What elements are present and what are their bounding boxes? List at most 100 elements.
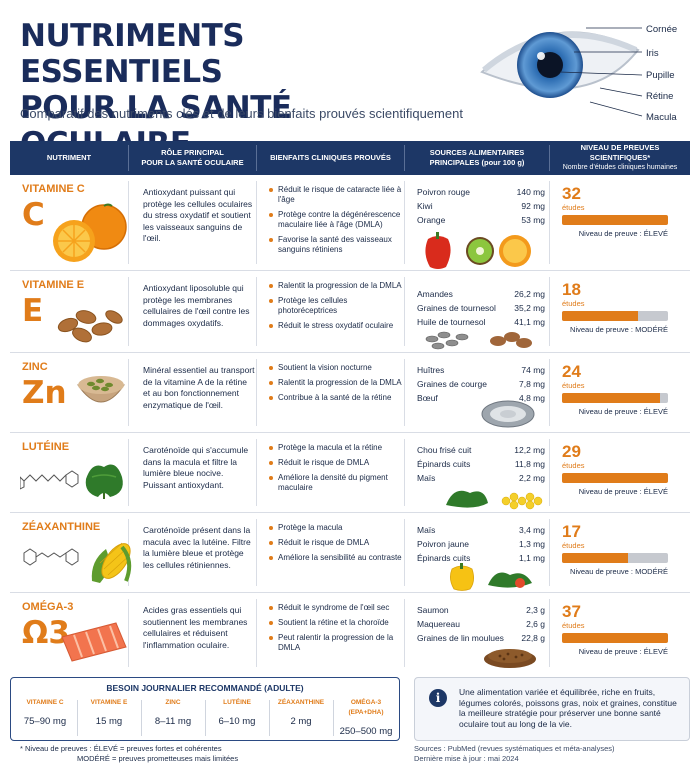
role-text: Acides gras essentiels qui soutiennent l… — [143, 605, 248, 650]
benefit-item: Protège la macula — [268, 523, 403, 533]
benefit-item: Peut ralentir la progression de la DMLA — [268, 633, 403, 653]
table-row: LUTÉINE Caroténoïde qui s'accumule dans … — [10, 433, 690, 513]
pepper-spinach-image — [448, 563, 540, 596]
benefit-item: Réduit le syndrome de l'œil sec — [268, 603, 403, 613]
footnote: * Niveau de preuves : ÉLEVÉ = preuves fo… — [20, 744, 239, 763]
eye-label-pupil: Pupille — [646, 70, 675, 81]
benefit-item: Favorise la santé des vaisseaux sanguins… — [268, 235, 403, 255]
requirement-item: VITAMINE C 75–90 mg — [23, 699, 67, 727]
header-benefits: BIENFAITS CLINIQUES PROUVÉS — [270, 153, 391, 162]
source-item: Graines de lin moulues 22,8 g — [417, 633, 545, 643]
info-icon: i — [429, 689, 447, 707]
studies-count: 24 — [562, 362, 581, 381]
evidence-level: Niveau de preuve : ÉLEVÉ — [578, 647, 668, 656]
source-item: Graines de tournesol 35,2 mg — [417, 303, 545, 313]
evidence-block: 29 études Niveau de preuve : ÉLEVÉ — [562, 443, 682, 496]
studies-count: 37 — [562, 602, 581, 621]
table-row: ZÉAXANTHINE Caroténoïde présent dans la … — [10, 513, 690, 593]
header-nutrient: NUTRIMENT — [46, 153, 92, 162]
evidence-bar — [562, 393, 668, 403]
benefits-list: Protège la macula et la rétine Réduit le… — [268, 443, 403, 498]
studies-unit: études — [562, 541, 585, 550]
source-item: Huile de tournesol 41,1 mg — [417, 317, 545, 327]
benefit-item: Ralentit la progression de la DMLA — [268, 378, 403, 388]
role-text: Caroténoïde qui s'accumule dans la macul… — [143, 445, 249, 490]
benefit-item: Protège la macula et la rétine — [268, 443, 403, 453]
source-item: Kiwi 92 mg — [417, 201, 545, 211]
studies-unit: études — [562, 621, 585, 630]
requirement-item: LUTÉINE 6–10 mg — [218, 699, 256, 727]
table-header: NUTRIMENT RÔLE PRINCIPAL POUR LA SANTÉ OC… — [10, 141, 690, 175]
flaxseed-image — [480, 643, 540, 674]
benefit-item: Protège les cellules photoréceptrices — [268, 296, 403, 316]
nutrient-symbol: E — [22, 293, 44, 329]
eye-label-cornea: Cornée — [646, 24, 678, 35]
sources-list: Chou frisé cuit 12,2 mg Épinards cuits 11,… — [417, 443, 545, 485]
studies-unit: études — [562, 461, 585, 470]
benefit-item: Améliore la densité du pigment maculaire — [268, 473, 403, 493]
sources-list: Saumon 2,3 g Maquereau 2,6 g Graines de li… — [417, 603, 545, 645]
pumpkin-seeds-image — [76, 367, 126, 420]
nutrient-symbol: Ω3 — [22, 615, 70, 651]
benefits-list: Réduit le syndrome de l'œil sec Soutient… — [268, 603, 403, 658]
molecule-image — [20, 543, 84, 578]
benefit-item: Réduit le stress oxydatif oculaire — [268, 321, 403, 331]
nutrient-name: ZÉAXANTHINE — [22, 521, 101, 533]
evidence-level: Niveau de preuve : ÉLEVÉ — [578, 487, 668, 496]
table-row: VITAMINE E E Antioxydant liposoluble qui… — [10, 271, 690, 353]
evidence-block: 37 études Niveau de preuve : ÉLEVÉ — [562, 603, 682, 656]
header-sources: SOURCES ALIMENTAIRES PRINCIPALES (pour 10… — [429, 148, 525, 167]
benefit-item: Réduit le risque de DMLA — [268, 538, 403, 548]
evidence-bar-fill — [562, 393, 660, 403]
evidence-bar-fill — [562, 311, 639, 321]
benefit-item: Améliore la sensibilité au contraste — [268, 553, 403, 563]
benefits-list: Ralentit la progression de la DMLA Protè… — [268, 281, 403, 336]
molecule-image — [19, 463, 84, 498]
evidence-bar — [562, 473, 668, 483]
nutrient-symbol: Zn — [22, 375, 67, 411]
evidence-level: Niveau de preuve : ÉLEVÉ — [578, 407, 668, 416]
orange-image — [48, 203, 128, 270]
eye-illustration — [478, 10, 693, 128]
nutrient-name: OMÉGA-3 — [22, 601, 74, 613]
seeds-image — [422, 327, 542, 356]
requirement-item: ZÉAXANTHINE 2 mg — [277, 699, 325, 727]
source-item: Graines de courge 7,8 mg — [417, 379, 545, 389]
benefits-list: Protège la macula Réduit le risque de DM… — [268, 523, 403, 568]
sources-footer: Sources : PubMed (revues systématiques e… — [414, 744, 615, 763]
corn-image — [86, 537, 138, 592]
evidence-block: 24 études Niveau de preuve : ÉLEVÉ — [562, 363, 682, 416]
evidence-bar — [562, 215, 668, 225]
page-subtitle: Comparatif des nutriments clés et de leu… — [20, 106, 463, 121]
benefit-item: Soutient la vision nocturne — [268, 363, 403, 373]
almonds-image — [52, 303, 128, 352]
source-item: Maïs 2,2 mg — [417, 473, 545, 483]
oyster-image — [480, 399, 536, 434]
studies-unit: études — [562, 381, 585, 390]
studies-count: 32 — [562, 184, 581, 203]
requirements-title: BESOIN JOURNALIER RECOMMANDÉ (ADULTE) — [106, 683, 304, 693]
source-item: Poivron rouge 140 mg — [417, 187, 545, 197]
nutrient-symbol: C — [22, 197, 45, 233]
evidence-block: 17 études Niveau de preuve : MODÉRÉ — [562, 523, 682, 576]
benefit-item: Ralentit la progression de la DMLA — [268, 281, 403, 291]
nutrient-name: VITAMINE C — [22, 183, 85, 195]
evidence-bar — [562, 311, 668, 321]
evidence-block: 32 études Niveau de preuve : ÉLEVÉ — [562, 185, 682, 238]
table-row: ZINC Zn Minéral essentiel au transport d… — [10, 353, 690, 433]
greens-corn-image — [444, 483, 544, 516]
studies-count: 17 — [562, 522, 581, 541]
source-item: Épinards cuits 11,8 mg — [417, 459, 545, 469]
source-item: Maïs 3,4 mg — [417, 525, 545, 535]
evidence-bar — [562, 633, 668, 643]
benefit-item: Soutient la rétine et la choroïde — [268, 618, 403, 628]
sources-list: Maïs 3,4 mg Poivron jaune 1,3 mg Épinards … — [417, 523, 545, 565]
table-row: OMÉGA-3 Ω3 Acides gras essentiels qui so… — [10, 593, 690, 673]
table-row: VITAMINE C C Antioxydant puissant qui pr… — [10, 175, 690, 271]
salmon-image — [58, 617, 130, 670]
benefit-item: Protège contre la dégénérescence maculai… — [268, 210, 403, 230]
evidence-bar-fill — [562, 633, 668, 643]
evidence-level: Niveau de preuve : MODÉRÉ — [570, 567, 668, 576]
evidence-bar-fill — [562, 553, 628, 563]
nutrient-name: ZINC — [22, 361, 48, 373]
